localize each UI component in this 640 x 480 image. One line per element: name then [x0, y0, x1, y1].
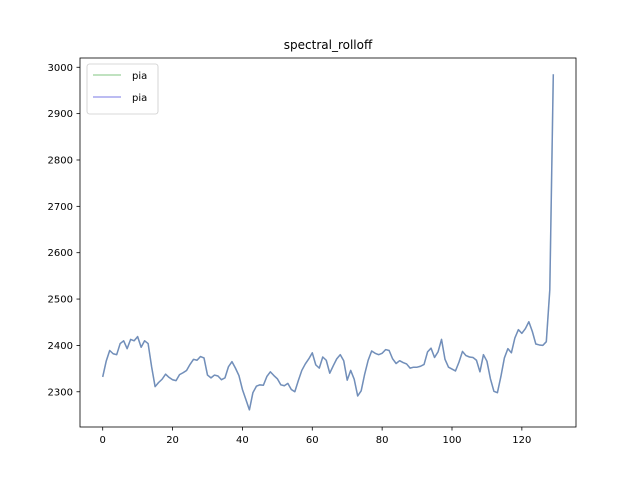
y-tick-label: 2500	[48, 295, 73, 306]
legend-label-2: pia	[132, 93, 147, 104]
plot-background	[80, 58, 576, 427]
y-tick-label: 2700	[48, 202, 73, 213]
x-tick-label: 60	[306, 435, 319, 446]
y-tick-label: 2800	[48, 155, 73, 166]
plot-area	[80, 58, 576, 427]
x-tick-label: 40	[236, 435, 249, 446]
x-tick-label: 120	[512, 435, 531, 446]
legend: pia pia	[86, 63, 159, 115]
x-tick-label: 20	[166, 435, 179, 446]
series-line-1	[101, 74, 555, 411]
y-tick-label: 3000	[48, 63, 73, 74]
y-tick-label: 2900	[48, 109, 73, 120]
x-tick-label: 0	[100, 435, 106, 446]
series-line-2	[101, 74, 555, 411]
x-tick-label: 100	[442, 435, 461, 446]
axes-layer: 0 20 40 60 80 100 120 2300 2400 2500 2600 2700 2800 2…	[48, 57, 577, 446]
legend-box	[86, 63, 159, 115]
y-tick-label: 2400	[48, 341, 73, 352]
series-layer	[101, 74, 555, 411]
chart-title: spectral_rolloff	[284, 38, 373, 52]
x-tick-label: 80	[376, 435, 389, 446]
y-tick-label: 2600	[48, 248, 73, 259]
y-tick-label: 2300	[48, 387, 73, 398]
legend-label-1: pia	[132, 71, 147, 82]
plot-frame	[79, 57, 577, 428]
